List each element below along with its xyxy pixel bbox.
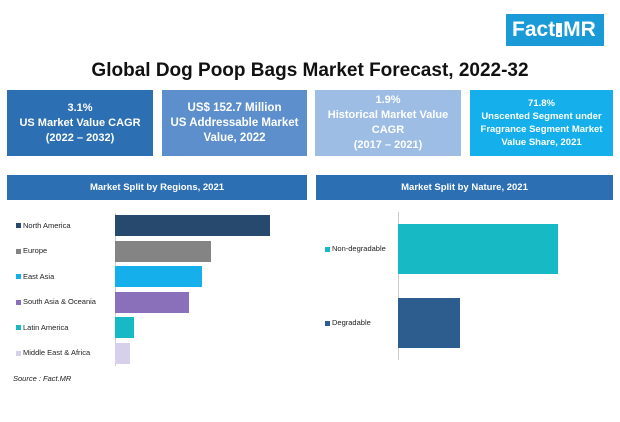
legend-marker-middle-east-africa: [16, 350, 21, 356]
legend-marker-latin-america: [16, 325, 21, 331]
legend-marker-north-america: [16, 223, 21, 229]
regions-chart-title: Market Split by Regions, 2021: [7, 175, 307, 200]
kpi-value: 71.8%: [528, 98, 555, 109]
legend-marker-degradable: [325, 320, 330, 326]
bar-south-asia-oceania: [115, 291, 190, 313]
kpi-label-cont: CAGR: [371, 124, 405, 136]
kpi-period: Value, 2022: [203, 131, 266, 144]
bar-middle-east-africa: [115, 342, 130, 364]
logo-text-mr: MR: [563, 18, 596, 41]
kpi-us-cagr: 3.1% US Market Value CAGR (2022 – 2032): [7, 90, 153, 156]
category-label-south-asia-oceania: South Asia & Oceania: [23, 297, 96, 307]
factmr-logo: Fact. MR: [506, 14, 604, 46]
category-label-non-degradable: Non-degradable: [332, 244, 386, 253]
kpi-us-addressable-value: US$ 152.7 Million US Addressable Market …: [162, 90, 307, 156]
page-title: Global Dog Poop Bags Market Forecast, 20…: [91, 60, 529, 81]
chart-axis-line: [398, 212, 399, 360]
bar-east-asia: [115, 266, 203, 288]
bar-latin-america: [115, 317, 135, 339]
kpi-value: US$ 152.7 Million: [187, 101, 282, 114]
kpi-label: US Addressable Market: [170, 116, 299, 129]
legend-marker-east-asia: [16, 274, 21, 280]
logo-text-fact: Fact: [512, 18, 556, 41]
kpi-period: Value Share, 2021: [501, 137, 582, 148]
kpi-period: (2017 – 2021): [353, 139, 423, 151]
nature-chart-title: Market Split by Nature, 2021: [316, 175, 613, 200]
kpi-value: 1.9%: [375, 94, 401, 106]
bar-europe: [115, 240, 211, 262]
bar-north-america: [115, 215, 270, 237]
category-label-degradable: Degradable: [332, 318, 371, 327]
category-label-middle-east-africa: Middle East & Africa: [23, 348, 91, 358]
kpi-label: Historical Market Value: [327, 109, 449, 121]
kpi-label: Unscented Segment under: [481, 111, 602, 122]
category-label-europe: Europe: [23, 246, 48, 256]
category-label-north-america: North America: [23, 220, 71, 230]
source-note: Source : Fact.MR: [13, 374, 72, 383]
chart-axis-line: [115, 213, 116, 366]
kpi-value: 3.1%: [67, 101, 93, 114]
kpi-period: (2022 – 2032): [45, 131, 115, 144]
kpi-historical-cagr: 1.9% Historical Market Value CAGR (2017 …: [315, 90, 461, 156]
legend-marker-non-degradable: [325, 246, 330, 252]
bar-non-degradable: [398, 224, 558, 274]
category-label-latin-america: Latin America: [23, 322, 69, 332]
bar-degradable: [398, 298, 461, 348]
category-label-east-asia: East Asia: [23, 271, 55, 281]
legend-marker-europe: [16, 248, 21, 254]
kpi-label: US Market Value CAGR: [19, 116, 141, 129]
kpi-unscented-share: 71.8% Unscented Segment under Fragrance …: [470, 90, 613, 156]
logo-dot: .: [556, 22, 563, 38]
legend-marker-south-asia-oceania: [16, 299, 21, 305]
kpi-label-cont: Fragrance Segment Market: [480, 124, 603, 135]
